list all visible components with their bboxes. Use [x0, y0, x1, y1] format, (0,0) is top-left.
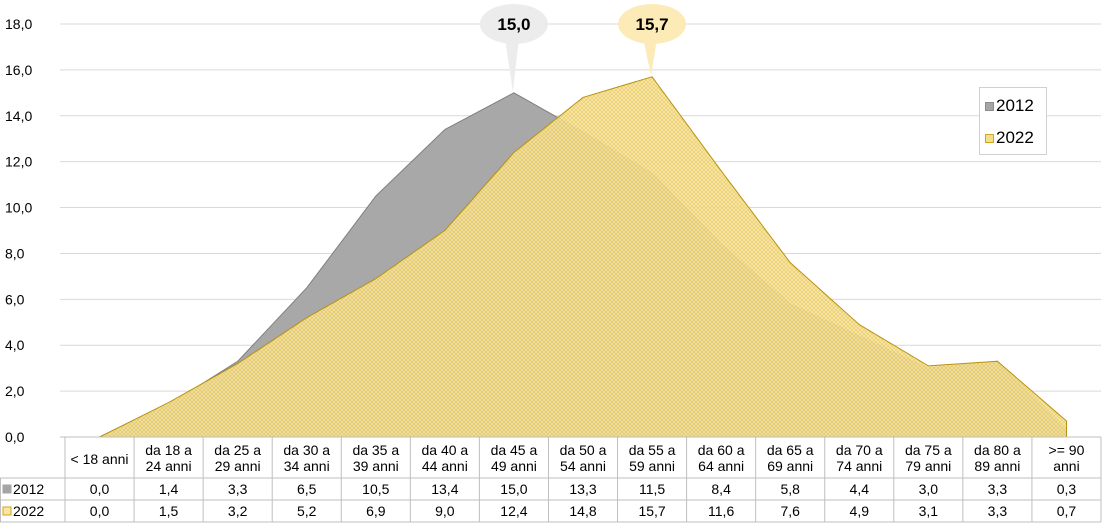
callout-bubble-2012 [479, 4, 548, 44]
y-tick-label: 16,0 [5, 62, 32, 78]
table-value: 3,3 [228, 481, 248, 497]
table-value: 15,7 [638, 503, 665, 519]
y-tick-label: 4,0 [5, 337, 25, 353]
x-tick-label: 29 anni [215, 458, 261, 474]
table-value: 0,0 [90, 503, 110, 519]
x-tick-label: da 65 a [767, 442, 814, 458]
x-tick-label: da 55 a [629, 442, 676, 458]
table-value: 7,6 [780, 503, 800, 519]
axis: 0,0 2,0 4,0 6,0 8,0 10,0 12,0 14,0 16,0 18,0 [5, 16, 1101, 445]
table-value: 3,0 [919, 481, 939, 497]
legend-label: 2012 [996, 96, 1034, 115]
x-tick-label: 54 anni [560, 458, 606, 474]
table-value: 4,4 [850, 481, 870, 497]
table-value: 10,5 [362, 481, 389, 497]
x-tick-label: 44 anni [422, 458, 468, 474]
y-tick-label: 6,0 [5, 291, 25, 307]
callout-pointer-2012 [504, 38, 519, 92]
x-tick-label: 34 anni [284, 458, 330, 474]
table-value: 1,5 [159, 503, 179, 519]
y-tick-label: 10,0 [5, 200, 32, 216]
table-value: 11,5 [639, 481, 665, 497]
x-tick-label: da 35 a [352, 442, 399, 458]
table-series-swatch-2022 [2, 506, 12, 516]
table-value: 6,9 [366, 503, 386, 519]
x-tick-label: 49 anni [491, 458, 537, 474]
table-value: 4,9 [850, 503, 870, 519]
table-value: 15,0 [500, 481, 527, 497]
table-value: 0,7 [1057, 503, 1077, 519]
table-value: 0,3 [1057, 481, 1077, 497]
y-tick-label: 18,0 [5, 16, 32, 32]
callout-label-2022: 15,7 [636, 15, 669, 34]
x-tick-label: da 30 a [283, 442, 330, 458]
legend-item-2012: 2012 [985, 90, 1046, 122]
y-tick-label: 12,0 [5, 154, 32, 170]
x-tick-label: 39 anni [353, 458, 399, 474]
table-value: 12,4 [500, 503, 527, 519]
x-tick-label: da 18 a [145, 442, 192, 458]
x-tick-label: anni [1053, 458, 1079, 474]
table-series-name: 2022 [13, 503, 44, 519]
table-value: 11,6 [708, 503, 734, 519]
y-tick-label: 2,0 [5, 383, 25, 399]
callout-bubble-2022 [618, 4, 687, 44]
legend-swatch [985, 133, 994, 143]
x-tick-label: 24 anni [146, 458, 192, 474]
peak-callouts: 15,0 15,7 [479, 4, 687, 92]
table-series-swatch-2012 [2, 484, 12, 494]
legend-item-2022: 2022 [985, 122, 1046, 154]
table-value: 3,2 [228, 503, 248, 519]
x-tick-label: 69 anni [767, 458, 813, 474]
x-tick-label: >= 90 [1049, 442, 1085, 458]
x-tick-label: 59 anni [629, 458, 675, 474]
x-tick-label: da 50 a [560, 442, 607, 458]
area-series-2022 [99, 76, 1067, 438]
x-tick-label: 74 anni [836, 458, 882, 474]
legend-swatch [985, 101, 994, 111]
x-tick-label: 79 anni [905, 458, 951, 474]
legend: 2012 2022 [979, 87, 1047, 155]
table-value: 1,4 [159, 481, 179, 497]
callout-pointer-2022 [643, 38, 658, 76]
data-table: < 18 anni da 18 a24 anni da 25 a29 anni da … [0, 437, 1102, 523]
callout-label-2012: 15,0 [497, 15, 530, 34]
data-areas [99, 76, 1067, 438]
x-tick-label: da 75 a [905, 442, 952, 458]
table-value: 3,3 [988, 481, 1008, 497]
x-tick-label: da 80 a [974, 442, 1021, 458]
y-tick-label: 0,0 [5, 429, 25, 445]
table-value: 3,3 [988, 503, 1008, 519]
table-value: 5,8 [780, 481, 800, 497]
table-value: 6,5 [297, 481, 317, 497]
table-value: 9,0 [435, 503, 455, 519]
x-tick-label: 89 anni [974, 458, 1020, 474]
table-value: 13,4 [431, 481, 458, 497]
table-value: 3,1 [919, 503, 939, 519]
x-tick-label: < 18 anni [71, 451, 129, 467]
table-value: 0,0 [90, 481, 110, 497]
table-series-name: 2012 [13, 481, 44, 497]
table-value: 14,8 [569, 503, 596, 519]
table-value: 13,3 [569, 481, 596, 497]
x-tick-label: da 25 a [214, 442, 261, 458]
x-tick-label: da 45 a [491, 442, 538, 458]
x-tick-label: 64 anni [698, 458, 744, 474]
legend-label: 2022 [996, 128, 1034, 147]
table-value: 5,2 [297, 503, 317, 519]
x-tick-label: da 60 a [698, 442, 745, 458]
x-tick-label: da 70 a [836, 442, 883, 458]
table-value: 8,4 [711, 481, 731, 497]
y-tick-label: 8,0 [5, 245, 25, 261]
y-tick-label: 14,0 [5, 108, 32, 124]
x-tick-label: da 40 a [422, 442, 469, 458]
